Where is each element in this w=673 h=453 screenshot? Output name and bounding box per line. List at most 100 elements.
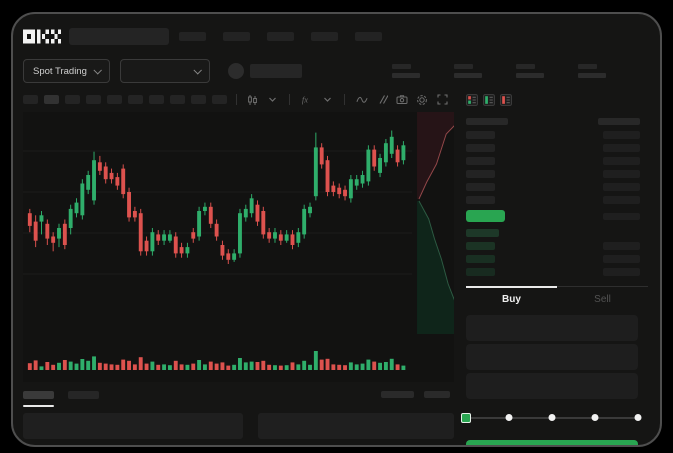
timeframe-button[interactable] xyxy=(65,95,80,104)
timeframe-button[interactable] xyxy=(107,95,122,104)
timeframe-button[interactable] xyxy=(128,95,143,104)
timeframe-button[interactable] xyxy=(23,95,38,104)
orders-tabs-row xyxy=(23,391,454,407)
market-type-label: Spot Trading xyxy=(33,65,87,77)
timeframe-button[interactable] xyxy=(170,95,185,104)
chart-column: fx xyxy=(23,92,454,445)
last-price-badge xyxy=(466,210,505,222)
timeframe-button[interactable] xyxy=(212,95,227,104)
nav-item-placeholder[interactable] xyxy=(267,31,294,41)
amount-column-header-placeholder xyxy=(598,118,640,125)
nav-item-placeholder[interactable] xyxy=(311,31,338,41)
slider-stop[interactable] xyxy=(591,414,599,421)
orders-table-placeholder xyxy=(23,413,243,439)
buy-tab-underline xyxy=(466,286,557,288)
pair-name-placeholder xyxy=(249,64,302,78)
ticker-stat xyxy=(578,64,606,78)
settings-gear-icon[interactable] xyxy=(416,94,428,106)
chart-toolbar: fx xyxy=(23,92,454,107)
trade-side-tabs: Buy Sell xyxy=(466,286,648,311)
slider-stop[interactable] xyxy=(548,414,556,421)
timeframe-buttons xyxy=(23,95,227,104)
book-combined-icon[interactable] xyxy=(466,94,478,106)
ask-rows xyxy=(466,128,648,206)
line-wave-icon[interactable] xyxy=(356,94,368,106)
timeframe-button[interactable] xyxy=(86,95,101,104)
chevron-down-icon xyxy=(193,66,202,75)
coin-icon xyxy=(227,63,244,79)
slider-stop[interactable] xyxy=(461,413,471,423)
order-form-input[interactable] xyxy=(466,373,638,399)
candlestick-chart[interactable] xyxy=(23,112,454,382)
bid-row[interactable] xyxy=(466,226,648,239)
nav-placeholders xyxy=(179,31,382,41)
tab-buy[interactable]: Buy xyxy=(502,293,521,305)
divider xyxy=(236,94,237,105)
amount-placeholder xyxy=(603,212,640,220)
camera-icon[interactable] xyxy=(396,94,408,106)
nav-item-placeholder[interactable] xyxy=(223,31,250,41)
nav-item-placeholder[interactable] xyxy=(179,31,206,41)
ticker-stat xyxy=(516,64,544,78)
tab-sell[interactable]: Sell xyxy=(594,293,611,305)
bid-rows xyxy=(466,226,648,278)
market-type-selector[interactable]: Spot Trading xyxy=(23,59,110,83)
order-form-input[interactable] xyxy=(466,344,638,370)
ticker-stat xyxy=(454,64,482,78)
buy-submit-button[interactable] xyxy=(466,440,638,445)
market-bar: Spot Trading xyxy=(23,58,648,84)
orders-filter-placeholder[interactable] xyxy=(381,391,414,398)
order-book xyxy=(466,115,648,278)
fullscreen-icon[interactable] xyxy=(436,94,448,106)
nav-item-placeholder[interactable] xyxy=(355,31,382,41)
orderbook-view-modes xyxy=(466,94,648,106)
chevron-down-icon[interactable] xyxy=(266,94,278,106)
book-asks-only-icon[interactable] xyxy=(500,94,512,106)
candle-style-icon[interactable] xyxy=(246,94,258,106)
indicators-fx-icon[interactable]: fx xyxy=(301,94,313,106)
divider xyxy=(289,94,290,105)
ask-row[interactable] xyxy=(466,167,648,180)
ask-row[interactable] xyxy=(466,180,648,193)
chevron-down-icon[interactable] xyxy=(321,94,333,106)
okx-logo[interactable] xyxy=(23,29,61,44)
ticker-stats xyxy=(392,64,606,78)
ask-row[interactable] xyxy=(466,193,648,206)
bid-row[interactable] xyxy=(466,239,648,252)
orders-filter-placeholder[interactable] xyxy=(424,391,450,398)
slider-stop[interactable] xyxy=(505,414,513,421)
orders-panels xyxy=(23,413,454,439)
side-panel: Buy Sell xyxy=(461,92,648,445)
orders-tab-placeholder[interactable] xyxy=(68,391,99,399)
search-input[interactable] xyxy=(69,27,169,45)
divider xyxy=(344,94,345,105)
chevron-down-icon xyxy=(93,66,102,75)
amount-slider[interactable] xyxy=(461,412,642,424)
order-form-inputs xyxy=(466,315,648,399)
pair-info xyxy=(227,63,302,79)
book-bids-only-icon[interactable] xyxy=(483,94,495,106)
last-price-row[interactable] xyxy=(466,208,648,224)
svg-text:fx: fx xyxy=(302,96,308,105)
main-content: fx xyxy=(23,92,648,445)
tab-active-wrap[interactable] xyxy=(23,391,54,407)
ask-row[interactable] xyxy=(466,128,648,141)
pair-selector-dropdown[interactable] xyxy=(119,59,210,83)
orders-table-placeholder xyxy=(258,413,454,439)
orders-tab-placeholder[interactable] xyxy=(23,391,54,399)
bid-row[interactable] xyxy=(466,265,648,278)
ask-row[interactable] xyxy=(466,154,648,167)
ticker-stat xyxy=(392,64,420,78)
bid-row[interactable] xyxy=(466,252,648,265)
timeframe-button[interactable] xyxy=(191,95,206,104)
ruler-icon[interactable] xyxy=(376,94,388,106)
timeframe-button[interactable] xyxy=(44,95,59,104)
toolbar-icons: fx xyxy=(246,94,448,106)
order-form-input[interactable] xyxy=(466,315,638,341)
orderbook-header xyxy=(466,115,648,128)
slider-stop[interactable] xyxy=(634,414,642,421)
ask-row[interactable] xyxy=(466,141,648,154)
timeframe-button[interactable] xyxy=(149,95,164,104)
price-column-header-placeholder xyxy=(466,118,508,125)
top-nav-bar xyxy=(23,26,648,46)
